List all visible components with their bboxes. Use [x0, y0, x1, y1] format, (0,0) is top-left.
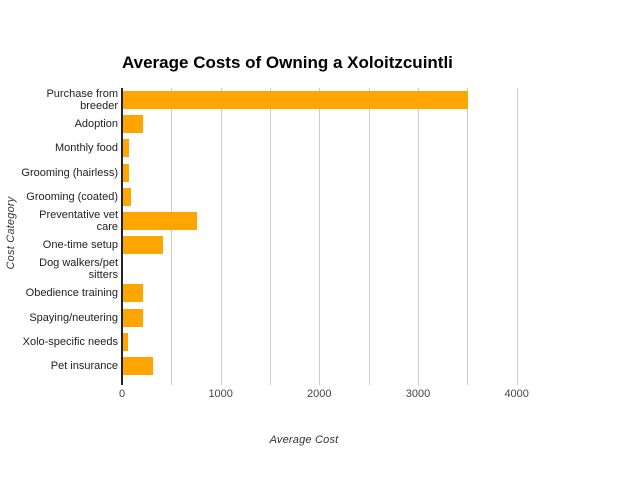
bar [123, 284, 143, 303]
gridline [368, 88, 370, 385]
x-tick-label: 2000 [307, 388, 332, 400]
y-axis-title: Cost Category [5, 196, 17, 270]
bar [123, 211, 197, 230]
category-label: Pet insurance [50, 359, 118, 372]
gridline [220, 88, 222, 385]
y-axis-line [121, 88, 123, 385]
x-tick-label: 4000 [504, 388, 529, 400]
gridline [319, 88, 321, 385]
gridline [467, 88, 469, 385]
chart-title: Average Costs of Owning a Xoloitzcuintli [122, 53, 453, 72]
category-label: Purchase from breeder [46, 88, 118, 113]
x-tick-label: 0 [118, 388, 126, 400]
x-axis-title: Average Cost [269, 434, 339, 446]
category-label: Monthly food [55, 142, 118, 155]
bar [123, 236, 163, 255]
bar [123, 163, 130, 182]
category-label: Xolo-specific needs [22, 335, 118, 348]
x-tick-label: 1000 [208, 388, 233, 400]
category-label: Spaying/neutering [29, 311, 118, 324]
category-label: One-time setup [42, 239, 118, 252]
bar [123, 332, 128, 351]
category-label: Obedience training [25, 287, 118, 300]
category-label: Grooming (coated) [26, 190, 118, 203]
x-tick-label: 3000 [405, 388, 431, 400]
category-label: Adoption [74, 118, 118, 131]
gridline [171, 88, 173, 385]
gridline [418, 88, 419, 385]
category-label: Dog walkers/pet sitters [39, 257, 118, 282]
bar [123, 139, 130, 158]
category-label: Preventative vet care [39, 208, 118, 233]
bar [123, 115, 143, 134]
bar [123, 356, 153, 375]
plot-area: Purchase from breeder Adoption Monthly foo… [21, 88, 566, 400]
gridline [516, 88, 518, 385]
bar [123, 91, 469, 110]
category-label: Grooming (hairless) [21, 166, 118, 179]
gridline [270, 88, 271, 385]
bar [123, 308, 143, 327]
bar [123, 187, 132, 206]
